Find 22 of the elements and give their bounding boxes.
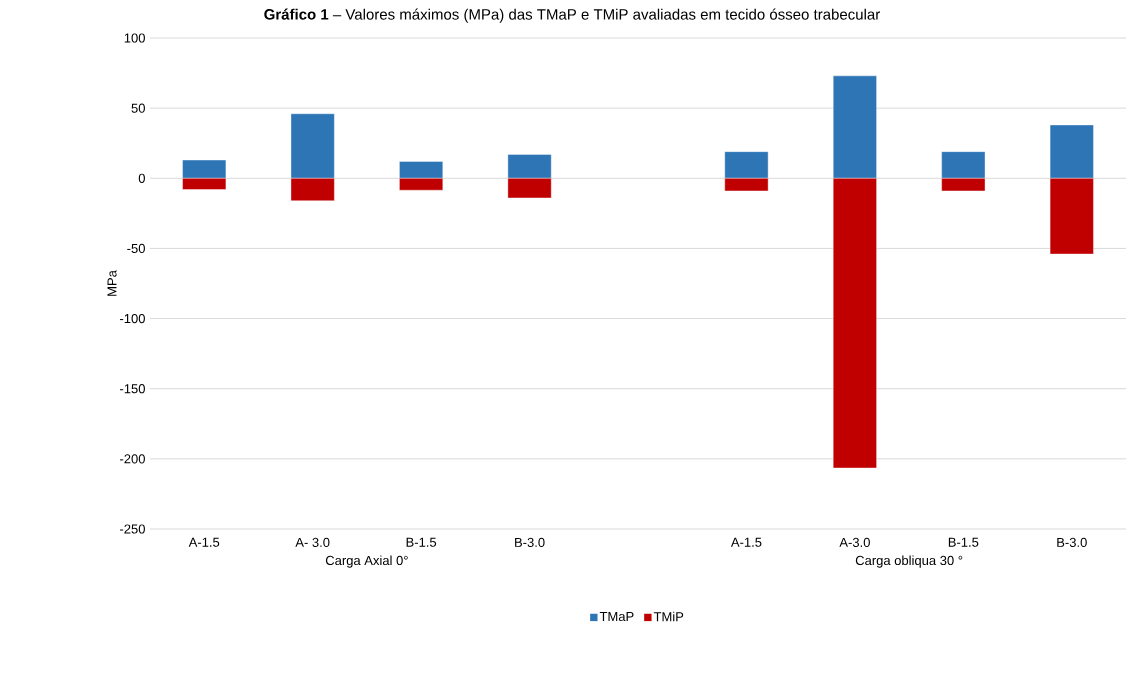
y-tick-label: -250: [120, 524, 145, 534]
chart-title: Gráfico 1 – Valores máximos (MPa) das TMaP e TMiP avaliadas em tecido ósseo trabecular: [264, 8, 880, 23]
text: Carga obliqua 30 °: [855, 555, 963, 568]
x-tick-label: B-3.0: [1057, 537, 1087, 547]
text: Carga Axial 0°: [325, 555, 408, 568]
x-tick-label: B-1.5: [948, 537, 979, 547]
x-tick-label: A-1.5: [730, 537, 762, 547]
legend-label: TMaP: [599, 611, 634, 622]
x-tick-label: B-1.5: [406, 537, 437, 547]
y-tick-label: -50: [127, 243, 145, 254]
x-tick-label: A-1.5: [188, 537, 220, 547]
y-tick-label: 0: [138, 173, 145, 183]
y-tick-label: -150: [120, 384, 145, 394]
y-axis-title: MPa: [107, 270, 117, 296]
x-tick-label: A- 3.0: [295, 537, 330, 547]
x-tick-label: A-3.0: [839, 537, 870, 547]
legend-label: TMiP: [653, 611, 684, 622]
y-tick-label: 100: [124, 33, 145, 43]
y-tick-label: -200: [120, 454, 145, 464]
y-tick-label: -100: [120, 313, 145, 324]
y-tick-label: 50: [131, 103, 145, 113]
x-tick-label: B-3.0: [515, 537, 545, 547]
